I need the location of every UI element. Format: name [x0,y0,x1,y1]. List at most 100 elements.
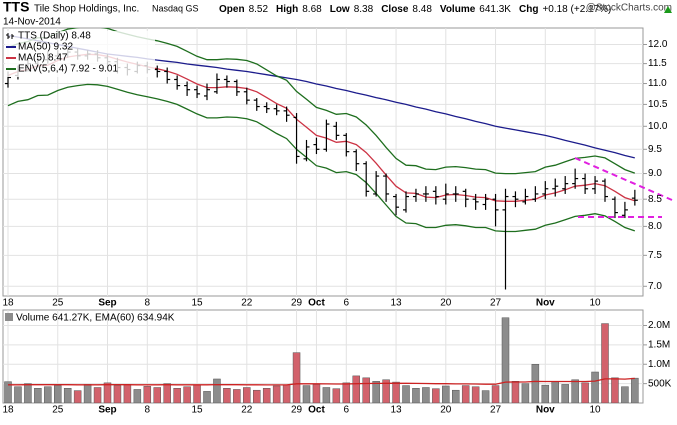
volume-bar [501,317,510,403]
volume-bar [282,384,291,403]
y-tick-label: 10.0 [648,121,668,132]
x-tick-label: 10 [589,298,601,309]
volume-bar [352,375,360,403]
x-tick-label: 8 [145,298,151,309]
quote-value: 8.52 [249,4,269,15]
volume-bar [203,391,211,403]
quote-value: 8.68 [302,4,322,15]
volume-bar [372,381,380,403]
volume-bar [412,388,420,403]
volume-bar [103,382,112,403]
legend-label: TTS (Daily) 8.48 [18,31,91,42]
volume-bar [312,384,321,403]
x-tick-label: 8 [145,405,151,416]
volume-bar [631,377,639,403]
volume-bar [442,385,450,403]
volume-bar [44,386,52,403]
x-tick-label: 20 [440,405,452,416]
x-tick-label: 6 [344,298,350,309]
x-tick-label: 27 [490,298,502,309]
y-tick-label: 500K [648,378,672,389]
change-arrow [664,6,672,13]
legend-icon [6,33,14,39]
quote-label: Chg [519,4,538,15]
legend-label: MA(50) 9.32 [18,42,73,53]
volume-bar [253,389,261,403]
y-tick-label: 7.0 [648,281,662,292]
volume-bar [213,378,221,403]
volume-bar [591,371,599,403]
volume-bar [362,377,370,403]
x-tick-label: 13 [390,405,402,416]
quote-value: 8.48 [412,4,432,15]
quote-value: +0.18 (+2.17%) [542,4,611,15]
quote-label: Volume [440,4,476,15]
x-tick-label: Sep [98,298,116,309]
x-tick-label: 13 [390,298,402,309]
volume-bar [193,384,201,403]
volume-bar [153,387,161,403]
volume-bar [571,379,579,403]
legend-label: ENV(5,6,4) 7.92 - 9.01 [18,64,118,75]
volume-bar [83,384,92,403]
volume-bar [73,390,82,403]
volume-bar [481,390,490,403]
x-tick-label: Nov [536,298,555,309]
volume-bar [262,388,271,403]
volume-bar [392,381,400,403]
x-tick-label: 10 [589,405,601,416]
volume-bar [531,364,540,403]
volume-legend: Volume 641.27K, EMA(60) 634.94K [16,313,175,324]
volume-bar [611,377,619,403]
volume-bar [34,388,42,403]
volume-bar [581,382,589,403]
y-tick-label: 11.0 [648,78,667,89]
date: 14-Nov-2014 [3,17,61,28]
company: Tile Shop Holdings, Inc. [34,4,139,15]
y-tick-label: 2.0M [648,320,670,331]
x-tick-label: 29 [291,298,303,309]
volume-bar [163,383,171,403]
y-tick-label: 9.0 [648,168,662,179]
volume-bar [54,385,62,403]
volume-bar [402,385,410,403]
y-tick-label: 12.0 [648,39,668,50]
volume-bar [471,386,480,403]
volume-bar [432,388,440,403]
x-tick-label: 22 [241,298,253,309]
quote-value: 641.3K [479,4,511,15]
legend-swatch [5,313,13,321]
x-tick-label: 25 [52,298,64,309]
volume-bar [63,388,72,403]
quote-label: Open [219,4,245,15]
x-tick-label: 22 [241,405,253,416]
quote-label: Low [330,4,350,15]
volume-bar [133,389,142,403]
quote-label: High [276,4,298,15]
volume-bar [123,384,132,403]
x-tick-label: Nov [536,405,555,416]
y-tick-label: 10.5 [648,99,668,110]
volume-bar [24,383,32,403]
legend-bg [5,31,155,77]
volume-bar [183,386,191,403]
volume-bar [621,386,629,403]
y-tick-label: 1.5M [648,340,670,351]
volume-bar [461,385,470,403]
volume-bar [422,387,430,403]
volume-bar [292,352,301,403]
volume-bar [322,387,331,403]
volume-bar [491,385,500,403]
x-tick-label: 20 [440,298,452,309]
volume-bar [302,385,311,403]
volume-bar [113,385,122,403]
source: @StockCharts.com [586,3,672,14]
trendline [574,157,673,201]
y-tick-label: 8.0 [648,221,662,232]
x-tick-label: 29 [291,405,303,416]
legend-label: MA(5) 8.47 [18,53,68,64]
volume-bar [243,387,251,403]
line-series [7,83,636,233]
quote-value: 8.38 [354,4,374,15]
